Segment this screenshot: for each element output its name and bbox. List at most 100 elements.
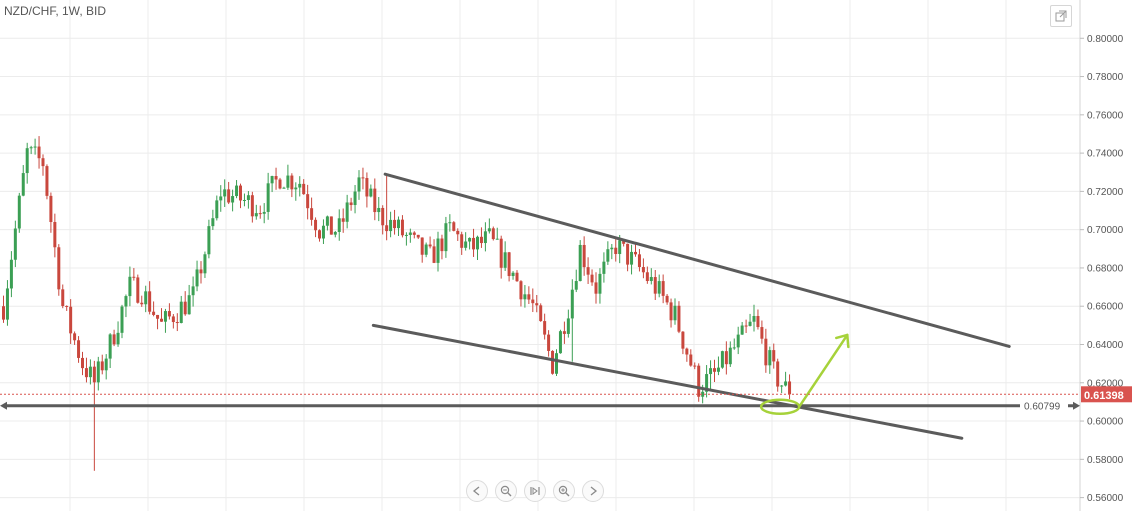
candle-body — [381, 207, 385, 226]
candle-body — [290, 175, 294, 190]
candle-body — [17, 195, 21, 229]
chart-navigation-bar — [466, 480, 604, 504]
candle-body — [472, 237, 476, 250]
candle-body — [282, 187, 286, 189]
candle-body — [456, 230, 460, 235]
expand-button[interactable] — [1050, 5, 1072, 27]
y-tick-label: 0.68000 — [1087, 263, 1124, 274]
candle-body — [468, 237, 472, 242]
scroll-left-button[interactable] — [466, 480, 488, 502]
annotations — [759, 333, 850, 415]
candle-body — [507, 252, 511, 277]
candle-body — [112, 334, 116, 345]
candle-body — [132, 276, 136, 278]
candle-body — [610, 247, 614, 250]
price-labels: 0.61398 0.60799 — [0, 386, 1132, 413]
candle-body — [49, 195, 53, 223]
zoom-out-button[interactable] — [495, 480, 517, 502]
candle-body — [33, 146, 37, 148]
candle-body — [81, 357, 84, 369]
candle-body — [630, 251, 634, 265]
candle-body — [211, 218, 215, 227]
candle-body — [641, 267, 645, 273]
candle-body — [551, 350, 555, 374]
zoom-in-button[interactable] — [553, 480, 575, 502]
candle-body — [270, 176, 274, 184]
y-tick-label: 0.78000 — [1087, 72, 1124, 83]
candle-body — [9, 259, 13, 289]
candle-body — [140, 302, 144, 305]
zoom-out-icon — [500, 485, 512, 497]
candle-body — [412, 232, 416, 235]
candle-body — [634, 251, 637, 255]
candle-body — [693, 365, 697, 367]
candle-body — [483, 231, 487, 244]
candle-body — [167, 311, 171, 317]
candle-body — [499, 238, 503, 268]
y-tick-label: 0.80000 — [1087, 34, 1124, 45]
candle-body — [152, 311, 156, 315]
candle-body — [602, 261, 606, 274]
y-tick-label: 0.72000 — [1087, 187, 1124, 198]
candle-body — [187, 295, 191, 315]
candle-body — [408, 232, 412, 235]
candle-body — [400, 219, 404, 236]
candle-body — [479, 236, 483, 244]
candle-body — [191, 286, 195, 296]
candle-body — [96, 361, 100, 383]
candle-body — [574, 281, 578, 290]
candle-body — [69, 306, 73, 334]
candle-body — [661, 281, 665, 296]
candle-body — [136, 277, 140, 303]
candle-body — [314, 219, 318, 231]
candle-body — [393, 219, 397, 229]
candle-body — [424, 244, 428, 255]
candle-body — [21, 173, 25, 196]
candle-body — [128, 276, 132, 297]
scroll-right-button[interactable] — [582, 480, 604, 502]
scroll-left-icon — [472, 486, 480, 496]
candle-body — [487, 228, 491, 232]
support-arrow-left-icon — [0, 401, 7, 410]
candle-body — [183, 301, 187, 315]
candle-body — [626, 243, 630, 265]
y-tick-label: 0.56000 — [1087, 493, 1124, 504]
candle-body — [614, 247, 618, 255]
candle-body — [325, 216, 329, 226]
candle-body — [100, 361, 104, 371]
candle-body — [171, 316, 175, 323]
candle-body — [369, 188, 373, 197]
y-tick-label: 0.64000 — [1087, 340, 1124, 351]
y-tick-label: 0.74000 — [1087, 149, 1124, 160]
candle-body — [341, 218, 345, 222]
candle-body — [29, 147, 33, 149]
scroll-right-icon — [590, 486, 598, 496]
candle-body — [377, 207, 381, 213]
candle-body — [104, 358, 108, 371]
candle-body — [543, 321, 547, 335]
support-arrow-right-icon — [1073, 401, 1080, 410]
candle-body — [353, 191, 357, 206]
candle-body — [555, 353, 558, 374]
candle-body — [586, 267, 590, 275]
candle-body — [448, 222, 452, 224]
support-label-bg — [1020, 398, 1068, 413]
candle-body — [760, 327, 764, 339]
candle-body — [756, 316, 760, 328]
candle-body — [764, 338, 768, 366]
candle-body — [732, 347, 736, 349]
candle-body — [590, 274, 594, 283]
candle-body — [195, 269, 199, 287]
candle-body — [310, 208, 314, 220]
candle-body — [744, 325, 748, 327]
lower-trendline — [371, 323, 964, 440]
reset-button[interactable] — [524, 480, 546, 502]
candle-body — [61, 289, 65, 306]
candle-body — [780, 385, 784, 387]
candle-body — [776, 361, 780, 387]
candle-body — [784, 381, 788, 386]
candle-body — [41, 158, 45, 167]
candle-body — [665, 295, 669, 303]
